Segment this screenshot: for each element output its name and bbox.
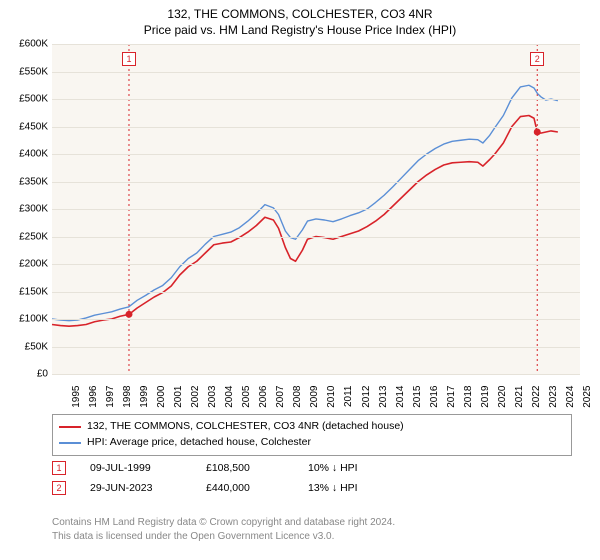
ytick-label: £50K	[0, 341, 48, 352]
chart-title: 132, THE COMMONS, COLCHESTER, CO3 4NR Pr…	[0, 0, 600, 38]
gridline-h	[52, 72, 580, 73]
xtick-label: 2016	[428, 386, 439, 408]
xtick-label: 2017	[445, 386, 456, 408]
xtick-label: 2019	[480, 386, 491, 408]
legend: 132, THE COMMONS, COLCHESTER, CO3 4NR (d…	[52, 414, 572, 456]
xtick-label: 2012	[360, 386, 371, 408]
xtick-label: 1995	[71, 386, 82, 408]
plot-area: £0£50K£100K£150K£200K£250K£300K£350K£400…	[52, 44, 580, 374]
gridline-h	[52, 347, 580, 348]
gridline-h	[52, 154, 580, 155]
title-subtitle: Price paid vs. HM Land Registry's House …	[0, 22, 600, 38]
sale-marker-box: 2	[530, 52, 544, 66]
gridline-h	[52, 319, 580, 320]
xtick-label: 2003	[207, 386, 218, 408]
title-address: 132, THE COMMONS, COLCHESTER, CO3 4NR	[0, 6, 600, 22]
sale-row-pct: 13% ↓ HPI	[308, 482, 418, 494]
xtick-label: 2007	[275, 386, 286, 408]
xtick-label: 2008	[292, 386, 303, 408]
ytick-label: £250K	[0, 231, 48, 242]
gridline-h	[52, 44, 580, 45]
gridline-h	[52, 99, 580, 100]
xtick-label: 2009	[309, 386, 320, 408]
gridline-h	[52, 237, 580, 238]
gridline-h	[52, 264, 580, 265]
xtick-label: 2022	[531, 386, 542, 408]
xtick-label: 2013	[377, 386, 388, 408]
xtick-label: 2010	[326, 386, 337, 408]
sales-table: 1 09-JUL-1999 £108,500 10% ↓ HPI 2 29-JUN-202…	[52, 458, 572, 498]
xtick-label: 2005	[241, 386, 252, 408]
sale-row-price: £440,000	[206, 482, 284, 494]
gridline-h	[52, 127, 580, 128]
xtick-label: 2014	[394, 386, 405, 408]
chart-container: 132, THE COMMONS, COLCHESTER, CO3 4NR Pr…	[0, 0, 600, 560]
xtick-label: 2021	[514, 386, 525, 408]
footnote-line2: This data is licensed under the Open Gov…	[52, 530, 572, 544]
xtick-label: 2006	[258, 386, 269, 408]
sale-row-date: 09-JUL-1999	[90, 462, 182, 474]
sale-row-index: 1	[52, 461, 66, 475]
legend-swatch-hpi	[59, 442, 81, 444]
ytick-label: £200K	[0, 259, 48, 270]
footnote: Contains HM Land Registry data © Crown c…	[52, 516, 572, 543]
xtick-label: 2025	[582, 386, 593, 408]
xtick-label: 2000	[156, 386, 167, 408]
ytick-label: £500K	[0, 94, 48, 105]
ytick-label: £100K	[0, 314, 48, 325]
ytick-label: £350K	[0, 176, 48, 187]
legend-label-hpi: HPI: Average price, detached house, Colc…	[87, 435, 311, 451]
series-line-property_price	[52, 116, 558, 327]
xtick-label: 2024	[565, 386, 576, 408]
ytick-label: £150K	[0, 286, 48, 297]
ytick-label: £400K	[0, 149, 48, 160]
legend-swatch-property	[59, 426, 81, 428]
xtick-label: 2011	[343, 386, 354, 408]
sale-row-date: 29-JUN-2023	[90, 482, 182, 494]
gridline-h	[52, 182, 580, 183]
xtick-label: 2002	[190, 386, 201, 408]
sale-row: 2 29-JUN-2023 £440,000 13% ↓ HPI	[52, 478, 572, 498]
gridline-h	[52, 374, 580, 375]
xtick-label: 2015	[411, 386, 422, 408]
sale-marker-box: 1	[122, 52, 136, 66]
sale-row: 1 09-JUL-1999 £108,500 10% ↓ HPI	[52, 458, 572, 478]
ytick-label: £300K	[0, 204, 48, 215]
legend-label-property: 132, THE COMMONS, COLCHESTER, CO3 4NR (d…	[87, 419, 404, 435]
xtick-label: 1997	[105, 386, 116, 408]
sale-row-price: £108,500	[206, 462, 284, 474]
xtick-label: 1998	[122, 386, 133, 408]
xtick-label: 2023	[548, 386, 559, 408]
xtick-label: 2001	[173, 386, 184, 408]
footnote-line1: Contains HM Land Registry data © Crown c…	[52, 516, 572, 530]
gridline-h	[52, 292, 580, 293]
legend-row-hpi: HPI: Average price, detached house, Colc…	[59, 435, 565, 451]
xtick-label: 2018	[462, 386, 473, 408]
ytick-label: £550K	[0, 66, 48, 77]
ytick-label: £600K	[0, 39, 48, 50]
sale-row-index: 2	[52, 481, 66, 495]
xtick-label: 1999	[139, 386, 150, 408]
gridline-h	[52, 209, 580, 210]
xtick-label: 2020	[497, 386, 508, 408]
series-line-hpi	[52, 85, 558, 320]
xtick-label: 1996	[88, 386, 99, 408]
xtick-label: 2004	[224, 386, 235, 408]
ytick-label: £450K	[0, 121, 48, 132]
sale-row-pct: 10% ↓ HPI	[308, 462, 418, 474]
legend-row-property: 132, THE COMMONS, COLCHESTER, CO3 4NR (d…	[59, 419, 565, 435]
ytick-label: £0	[0, 369, 48, 380]
